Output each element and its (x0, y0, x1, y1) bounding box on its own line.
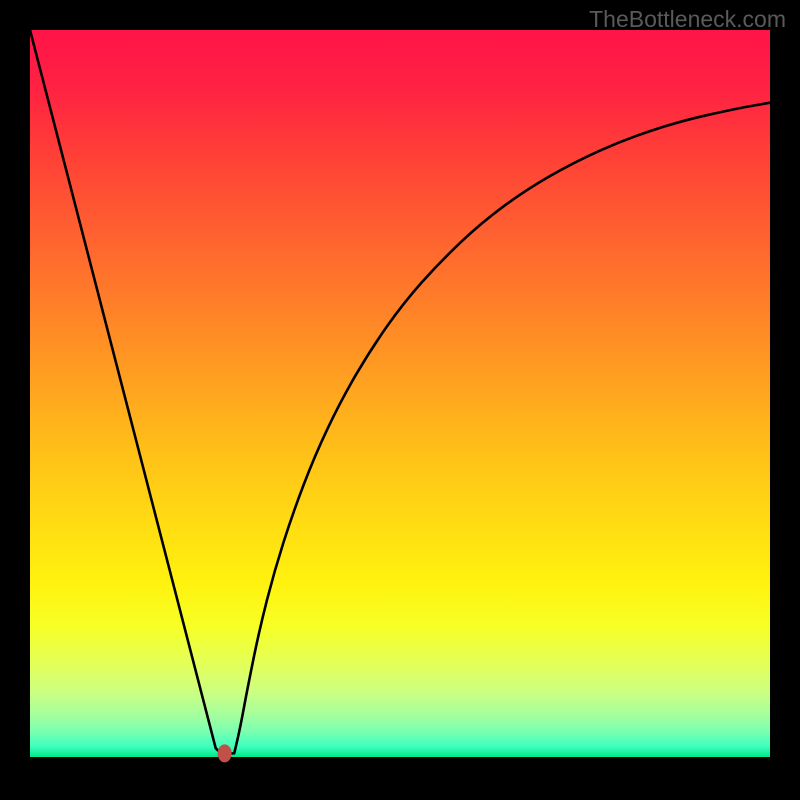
plot-background (30, 30, 770, 757)
chart-container: TheBottleneck.com (0, 0, 800, 800)
optimum-marker (218, 744, 232, 762)
watermark-text: TheBottleneck.com (589, 6, 786, 33)
bottleneck-chart (0, 0, 800, 800)
